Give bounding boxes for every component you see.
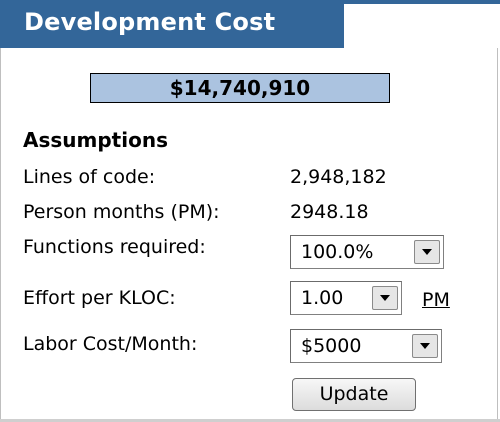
chevron-down-icon — [422, 249, 432, 255]
functions-required-select[interactable]: 100.0% — [290, 235, 444, 269]
labor-cost-select[interactable]: $5000 — [290, 329, 442, 363]
person-months-label: Person months (PM): — [23, 201, 220, 223]
total-cost-display: $14,740,910 — [90, 73, 390, 103]
labor-cost-value: $5000 — [301, 335, 362, 357]
lines-of-code-label: Lines of code: — [23, 166, 156, 188]
labor-cost-label: Labor Cost/Month: — [23, 333, 198, 355]
chevron-down-icon — [380, 295, 390, 301]
pm-link[interactable]: PM — [422, 289, 450, 311]
chevron-down-icon — [420, 343, 430, 349]
lines-of-code-value: 2,948,182 — [290, 166, 387, 188]
effort-per-kloc-dropdown-button[interactable] — [372, 286, 398, 310]
panel-title: Development Cost — [24, 8, 276, 36]
functions-required-label: Functions required: — [23, 236, 206, 258]
panel-title-bar: Development Cost — [0, 0, 344, 48]
panel-bottom-border — [0, 419, 500, 422]
functions-required-dropdown-button[interactable] — [414, 240, 440, 264]
effort-per-kloc-value: 1.00 — [301, 287, 344, 309]
functions-required-value: 100.0% — [301, 241, 374, 263]
title-bar-rule — [344, 0, 500, 4]
effort-per-kloc-label: Effort per KLOC: — [23, 287, 176, 309]
labor-cost-dropdown-button[interactable] — [412, 334, 438, 358]
update-button[interactable]: Update — [292, 378, 416, 411]
assumptions-heading: Assumptions — [23, 128, 168, 152]
person-months-value: 2948.18 — [290, 201, 369, 223]
effort-per-kloc-select[interactable]: 1.00 — [290, 281, 402, 315]
